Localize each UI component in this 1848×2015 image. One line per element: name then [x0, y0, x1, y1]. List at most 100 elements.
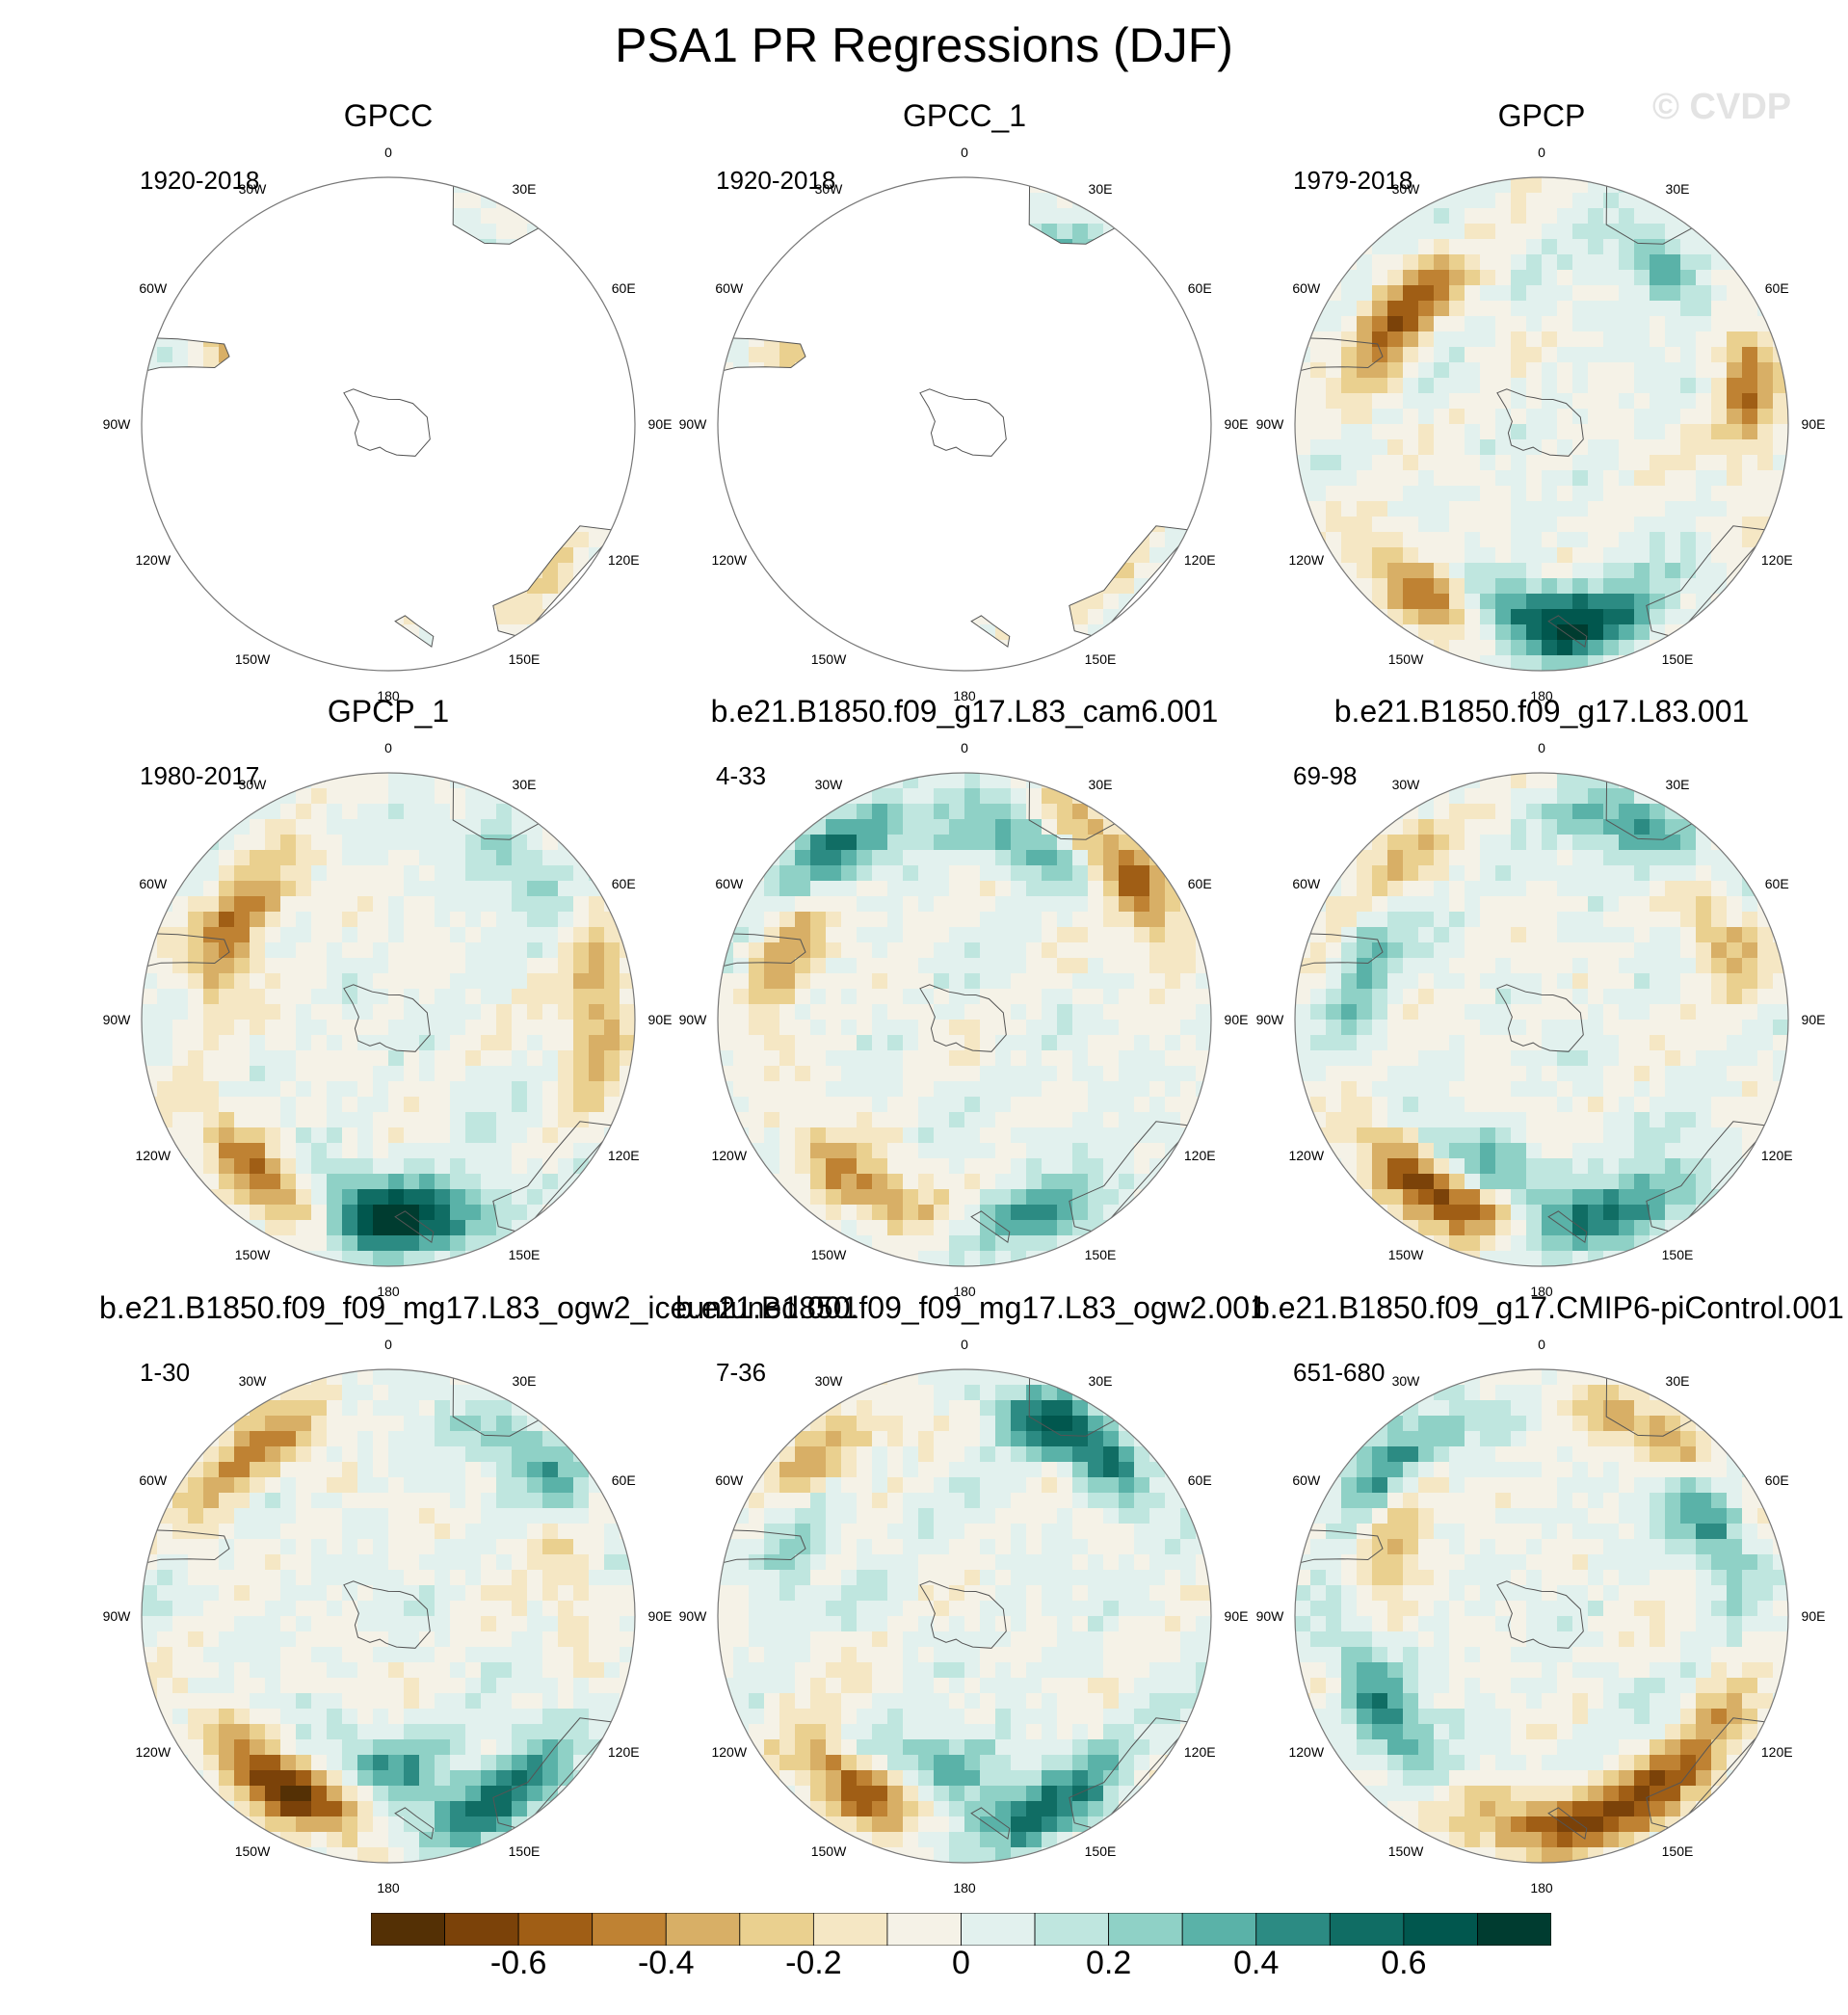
panel-title: b.e21.B1850.f09_g17.L83.001: [1333, 694, 1750, 729]
colorbar-swatch: [1181, 1913, 1257, 1946]
longitude-label: 30E: [1088, 1372, 1113, 1389]
longitude-label: 0: [1538, 740, 1545, 756]
panel-title: b.e21.B1850.f09_f09_mg17.L83_ogw2_iceunt…: [99, 1290, 859, 1325]
longitude-label: 120E: [1760, 552, 1793, 568]
longitude-label: 60W: [715, 876, 744, 891]
panel-years: 69-98: [1293, 761, 1358, 790]
longitude-label: 180: [953, 1880, 976, 1896]
figure-title: PSA1 PR Regressions (DJF): [615, 18, 1233, 72]
longitude-label: 30W: [238, 1372, 267, 1389]
longitude-label: 180: [1530, 1880, 1553, 1896]
colorbar-tick-label: -0.2: [785, 1945, 842, 1981]
longitude-label: 0: [384, 1337, 392, 1352]
longitude-label: 30W: [1391, 776, 1420, 792]
longitude-label: 60W: [715, 280, 744, 296]
longitude-label: 30E: [1665, 776, 1690, 792]
panel-years: 1-30: [140, 1358, 191, 1387]
longitude-label: 30E: [1088, 180, 1113, 197]
colorbar-swatch: [371, 1913, 445, 1946]
longitude-label: 30E: [1665, 1372, 1690, 1389]
longitude-label: 0: [961, 145, 968, 160]
colorbar-swatch: [1108, 1913, 1183, 1946]
longitude-label: 60W: [139, 280, 168, 296]
longitude-label: 150E: [1084, 651, 1117, 668]
colorbar-swatch: [665, 1913, 741, 1946]
colorbar-swatch: [517, 1913, 594, 1946]
longitude-label: 150E: [1084, 1843, 1117, 1860]
colorbar-swatch: [444, 1913, 519, 1946]
longitude-label: 0: [961, 1337, 968, 1352]
panel-title: GPCP: [1497, 98, 1586, 133]
longitude-label: 30W: [1391, 1372, 1420, 1389]
panel-title: GPCC_1: [902, 98, 1027, 133]
longitude-label: 60E: [1187, 1472, 1212, 1488]
longitude-label: 60W: [1292, 280, 1321, 296]
panel-title: GPCP_1: [327, 694, 450, 729]
longitude-label: 120W: [711, 552, 748, 568]
colorbar-tick-label: -0.4: [637, 1945, 695, 1981]
longitude-label: 90W: [1255, 1608, 1284, 1624]
longitude-label: 30W: [1391, 180, 1420, 197]
longitude-label: 150W: [810, 1247, 847, 1263]
longitude-label: 90W: [1255, 1012, 1284, 1027]
longitude-label: 120W: [135, 1148, 172, 1163]
longitude-label: 30W: [238, 776, 267, 792]
longitude-label: 90E: [647, 416, 673, 432]
panel-years: 4-33: [716, 761, 767, 790]
longitude-label: 180: [377, 1880, 400, 1896]
longitude-label: 120E: [1183, 1148, 1216, 1163]
longitude-label: 30E: [512, 180, 537, 197]
longitude-label: 90W: [678, 1608, 707, 1624]
colorbar-tick-label: 0.4: [1233, 1945, 1280, 1981]
colorbar: [371, 1913, 1551, 1946]
longitude-label: 0: [384, 740, 392, 756]
longitude-label: 120W: [1288, 1148, 1325, 1163]
longitude-label: 150E: [508, 1247, 541, 1263]
longitude-label: 120E: [1183, 552, 1216, 568]
longitude-label: 30W: [238, 180, 267, 197]
longitude-label: 60W: [1292, 1472, 1321, 1488]
longitude-label: 90E: [1224, 416, 1249, 432]
longitude-label: 120W: [135, 552, 172, 568]
panel-title: GPCC: [343, 98, 434, 133]
longitude-label: 150W: [1387, 1843, 1424, 1860]
longitude-label: 150W: [1387, 1247, 1424, 1263]
longitude-label: 90W: [102, 416, 131, 432]
longitude-label: 90E: [647, 1608, 673, 1624]
colorbar-swatch: [812, 1913, 888, 1946]
longitude-label: 30E: [512, 1372, 537, 1389]
longitude-label: 60E: [1764, 1472, 1789, 1488]
colorbar-swatch: [592, 1913, 667, 1946]
longitude-label: 90W: [1255, 416, 1284, 432]
longitude-label: 120W: [711, 1744, 748, 1760]
longitude-label: 60E: [611, 876, 636, 891]
longitude-label: 120W: [711, 1148, 748, 1163]
longitude-label: 90W: [102, 1012, 131, 1027]
longitude-label: 30E: [1665, 180, 1690, 197]
longitude-label: 150W: [234, 651, 271, 668]
longitude-label: 60E: [1764, 280, 1789, 296]
longitude-label: 60E: [611, 280, 636, 296]
longitude-label: 0: [1538, 145, 1545, 160]
colorbar-swatch: [1255, 1913, 1331, 1946]
longitude-label: 150E: [1661, 651, 1694, 668]
longitude-label: 90E: [1801, 1608, 1826, 1624]
longitude-label: 90E: [1224, 1608, 1249, 1624]
colorbar-swatch: [1034, 1913, 1110, 1946]
longitude-label: 90W: [102, 1608, 131, 1624]
longitude-label: 30E: [512, 776, 537, 792]
panel-years: 651-680: [1293, 1358, 1386, 1387]
longitude-label: 90W: [678, 416, 707, 432]
longitude-label: 150E: [1661, 1843, 1694, 1860]
panel-title: b.e21.B1850.f09_f09_mg17.L83_ogw2.001: [675, 1290, 1267, 1325]
longitude-label: 60E: [611, 1472, 636, 1488]
longitude-label: 150W: [234, 1247, 271, 1263]
